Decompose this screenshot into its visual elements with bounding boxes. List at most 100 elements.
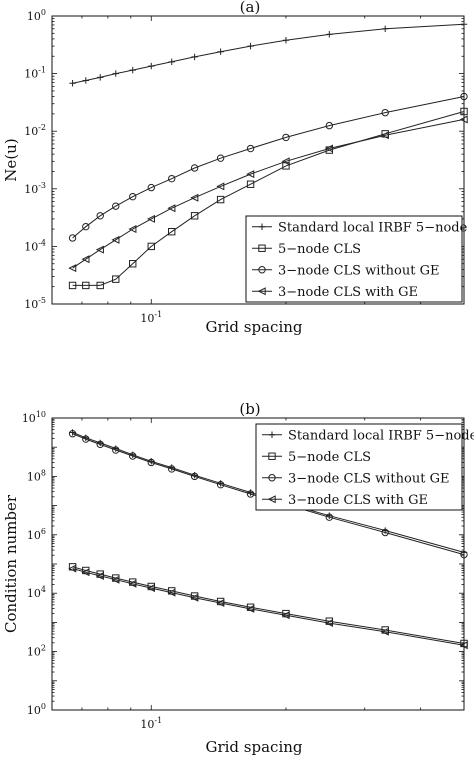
data-point <box>325 121 334 130</box>
x-axis-label: Grid spacing <box>205 738 302 756</box>
data-point <box>147 183 155 192</box>
data-point <box>129 260 137 268</box>
data-point <box>96 281 104 290</box>
data-point <box>460 92 468 101</box>
data-point <box>167 588 176 597</box>
data-point <box>82 281 90 290</box>
data-point <box>190 593 199 602</box>
series-line <box>72 433 465 556</box>
data-point <box>82 435 90 443</box>
y-tick-label: 104 <box>27 585 46 600</box>
data-point <box>95 245 104 254</box>
data-point <box>380 627 389 636</box>
series-3 <box>68 429 468 559</box>
data-point <box>68 429 77 438</box>
data-point <box>96 212 104 220</box>
data-point <box>246 170 255 179</box>
data-point <box>190 212 199 220</box>
y-tick-label: 10-2 <box>24 123 46 138</box>
series-1 <box>69 21 468 87</box>
data-point <box>326 31 333 38</box>
data-point <box>281 611 290 620</box>
data-point <box>147 458 155 467</box>
series-line <box>72 431 465 553</box>
data-point <box>246 490 255 498</box>
data-point <box>460 550 468 559</box>
data-point <box>129 66 136 74</box>
data-point <box>459 115 468 124</box>
legend: Standard local IRBF 5−node 5−node CLS 3−no… <box>245 215 468 303</box>
y-tick-label: 100 <box>27 702 46 717</box>
data-point <box>168 58 175 66</box>
data-point <box>381 528 389 537</box>
series-line <box>72 568 465 646</box>
data-point <box>128 579 137 588</box>
data-point <box>167 204 176 213</box>
data-point <box>216 480 225 489</box>
data-point <box>380 131 389 140</box>
legend-box <box>245 215 463 303</box>
data-point <box>168 465 176 473</box>
legend-marker <box>268 452 276 460</box>
data-point <box>82 222 90 231</box>
data-point <box>81 255 90 264</box>
legend-marker <box>258 223 266 230</box>
series-4 <box>68 115 468 273</box>
data-point <box>112 202 120 210</box>
data-point <box>68 264 77 273</box>
y-tick-label: 1010 <box>22 410 46 425</box>
data-point <box>168 227 176 236</box>
data-point <box>460 21 468 28</box>
data-point <box>68 564 77 573</box>
data-point <box>96 440 104 449</box>
data-point <box>381 25 389 32</box>
data-point <box>459 641 468 650</box>
data-point <box>381 108 389 117</box>
data-point <box>95 571 104 580</box>
data-point <box>217 48 224 55</box>
y-tick-label: 102 <box>27 644 46 659</box>
series-3 <box>68 92 468 242</box>
data-point <box>97 74 104 81</box>
data-point <box>216 599 225 608</box>
legend-entry: 3−node CLS without GE <box>288 471 449 486</box>
series-4 <box>68 564 468 650</box>
data-point <box>246 604 255 613</box>
legend-marker <box>268 431 276 438</box>
data-point <box>324 144 334 153</box>
data-point <box>81 568 90 577</box>
chart-panel-a: (a) 10-5 10-4 10-3 10-2 10-1 100 10-1 Grid spaci… <box>2 0 468 336</box>
data-point <box>68 281 77 290</box>
legend-entry: 3−node CLS with GE <box>288 493 428 508</box>
y-tick-label: 108 <box>27 468 46 483</box>
data-point <box>247 42 254 50</box>
legend: Standard local IRBF 5−node 5−node CLS 3−no… <box>255 423 474 511</box>
legend-entry: Standard local IRBF 5−node <box>278 220 468 235</box>
data-point <box>112 275 120 283</box>
data-point <box>282 37 290 44</box>
panel-label: (a) <box>240 0 261 16</box>
data-point <box>281 157 290 166</box>
y-axis-label: Condition number <box>2 494 20 633</box>
y-tick-label: 10-4 <box>24 238 46 253</box>
data-point <box>112 70 119 77</box>
data-point <box>148 62 155 70</box>
x-tick-label: 10-1 <box>140 310 162 325</box>
legend-marker <box>268 474 276 482</box>
data-point <box>82 77 90 84</box>
legend-entry: 3−node CLS with GE <box>278 285 418 300</box>
data-point <box>325 513 334 521</box>
data-point <box>190 472 199 481</box>
legend-marker <box>267 495 276 504</box>
y-tick-label: 100 <box>27 8 46 23</box>
y-axis-label: Ne(u) <box>2 138 20 181</box>
data-point <box>246 144 255 153</box>
x-axis-label: Grid spacing <box>205 318 302 336</box>
legend-entry: 5−node CLS <box>278 242 361 257</box>
data-point <box>190 164 199 172</box>
y-tick-label: 106 <box>27 527 46 542</box>
data-point <box>146 214 155 223</box>
legend-marker <box>258 266 266 274</box>
